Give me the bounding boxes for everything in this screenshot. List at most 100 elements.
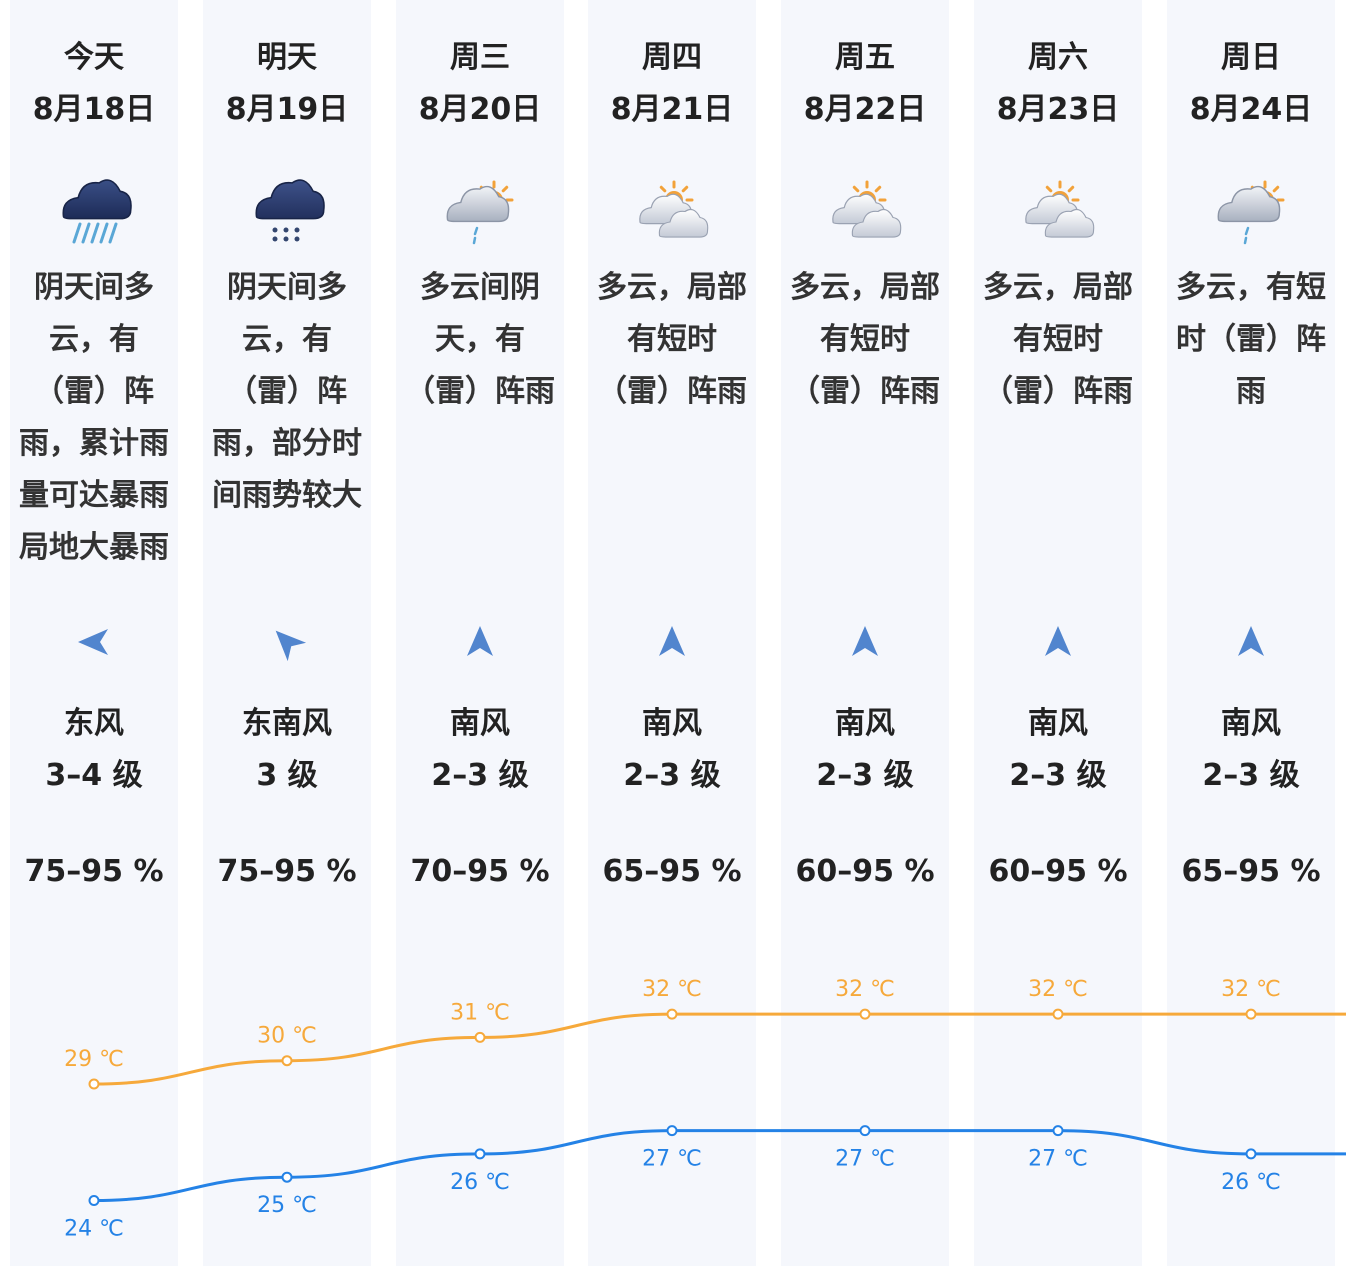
weather-description-line: 有短时: [820, 322, 910, 357]
wind-direction: 南风: [835, 706, 895, 741]
high-temp-point: [859, 1008, 871, 1020]
wind-level: 3 级: [256, 758, 318, 793]
forecast-day-column: 周三 8月20日 多云间阴 天，有 （雷）阵雨 南风 2–3 级 70–95 %: [396, 0, 564, 1266]
low-temp-point: [1245, 1148, 1257, 1160]
high-temp-label: 32 ℃: [1221, 977, 1281, 1002]
arrow-north-icon: [1231, 622, 1271, 662]
wind-level: 2–3 级: [816, 758, 914, 793]
humidity: 75–95 %: [217, 854, 357, 889]
weather-description: 阴天间多 云，有 （雷）阵 雨，累计雨 量可达暴雨 局地大暴雨: [12, 262, 176, 574]
low-temp-point: [474, 1148, 486, 1160]
high-temp-label: 31 ℃: [450, 1000, 510, 1025]
day-label: 周日: [1221, 40, 1281, 75]
day-label: 周三: [450, 40, 510, 75]
wind-level: 2–3 级: [431, 758, 529, 793]
high-temp-label: 29 ℃: [64, 1047, 124, 1072]
forecast-day-column: 明天 8月19日 阴天间多 云，有 （雷）阵 雨，部分时 间雨势较大 东南风 3 级 75–9…: [203, 0, 371, 1266]
date-label: 8月20日: [418, 92, 542, 127]
wind-level: 2–3 级: [1009, 758, 1107, 793]
day-label: 周四: [642, 40, 702, 75]
low-temp-label: 27 ℃: [1028, 1147, 1088, 1172]
weather-description-line: 有短时: [1013, 322, 1103, 357]
forecast-day-column: 周四 8月21日 多云，局部 有短时 （雷）阵雨 南风 2–3 级 65–95 %: [588, 0, 756, 1266]
weather-description: 多云，局部有短时 （雷）阵雨: [590, 262, 754, 418]
humidity: 60–95 %: [795, 854, 935, 889]
weather-description: 多云，局部有短时 （雷）阵雨: [976, 262, 1140, 418]
humidity: 75–95 %: [24, 854, 164, 889]
weather-description-line: （雷）阵雨: [983, 374, 1133, 409]
high-temp-label: 32 ℃: [835, 977, 895, 1002]
weather-description-line: 雨，部分时: [212, 426, 362, 461]
day-label: 今天: [64, 40, 124, 75]
day-label: 周五: [835, 40, 895, 75]
low-temp-label: 26 ℃: [1221, 1170, 1281, 1195]
forecast-day-column: 周五 8月22日 多云，局部 有短时 （雷）阵雨 南风 2–3 级 60–95 %: [781, 0, 949, 1266]
arrow-west-icon: [74, 622, 114, 662]
humidity: 60–95 %: [988, 854, 1128, 889]
arrow-north-icon: [652, 622, 692, 662]
date-label: 8月21日: [610, 92, 734, 127]
humidity: 65–95 %: [1181, 854, 1321, 889]
humidity: 70–95 %: [410, 854, 550, 889]
high-temp-label: 32 ℃: [1028, 977, 1088, 1002]
weather-description-line: 多云，局部: [597, 270, 747, 305]
weather-description-line: （雷）阵雨: [790, 374, 940, 409]
weather-description-line: 间雨势较大: [212, 478, 362, 513]
weather-description-line: 雨，累计雨: [19, 426, 169, 461]
high-temp-point: [666, 1008, 678, 1020]
wind-direction: 南风: [450, 706, 510, 741]
wind-direction: 东南风: [242, 706, 332, 741]
day-label: 周六: [1028, 40, 1088, 75]
arrow-north-icon: [1038, 622, 1078, 662]
weather-description-line: 时（雷）阵: [1176, 322, 1326, 357]
partly-cloudy-icon: [636, 178, 710, 250]
high-temp-point: [1052, 1008, 1064, 1020]
low-temp-point: [666, 1125, 678, 1137]
day-label: 明天: [257, 40, 317, 75]
low-temp-label: 27 ℃: [835, 1147, 895, 1172]
high-temp-point: [1245, 1008, 1257, 1020]
partly-cloudy-shower-icon: [1215, 178, 1289, 250]
date-label: 8月24日: [1189, 92, 1313, 127]
low-temp-label: 27 ℃: [642, 1147, 702, 1172]
high-temp-point: [281, 1055, 293, 1067]
low-temp-line: [93, 1129, 1346, 1202]
low-temp-point: [1052, 1125, 1064, 1137]
date-label: 8月19日: [225, 92, 349, 127]
arrow-northwest-icon: [267, 622, 307, 662]
weather-description-line: 云，有: [49, 322, 139, 357]
date-label: 8月18日: [32, 92, 156, 127]
low-temp-point: [859, 1125, 871, 1137]
partly-cloudy-shower-icon: [444, 178, 518, 250]
weather-description: 阴天间多 云，有 （雷）阵 雨，部分时 间雨势较大: [205, 262, 369, 522]
partly-cloudy-icon: [829, 178, 903, 250]
wind-direction: 东风: [64, 706, 124, 741]
weather-description-line: 阴天间多: [227, 270, 347, 305]
high-temp-label: 30 ℃: [257, 1024, 317, 1049]
weather-description-line: 有短时: [627, 322, 717, 357]
weather-description-line: 天，有: [435, 322, 525, 357]
humidity: 65–95 %: [602, 854, 742, 889]
wind-direction: 南风: [1028, 706, 1088, 741]
date-label: 8月23日: [996, 92, 1120, 127]
low-temp-point: [281, 1171, 293, 1183]
weather-description-line: （雷）阵: [34, 374, 154, 409]
arrow-north-icon: [460, 622, 500, 662]
weather-description: 多云，局部有短时 （雷）阵雨: [783, 262, 947, 418]
weather-description-line: 量可达暴雨: [19, 478, 169, 513]
low-temp-point: [88, 1195, 100, 1206]
weather-description-line: 阴天间多: [34, 270, 154, 305]
arrow-north-icon: [845, 622, 885, 662]
high-temp-point: [474, 1031, 486, 1043]
high-temp-label: 32 ℃: [642, 977, 702, 1002]
weather-description-line: （雷）阵雨: [405, 374, 555, 409]
high-temp-point: [88, 1078, 100, 1090]
forecast-day-column: 周六 8月23日 多云，局部有短时 （雷）阵雨 南风 2–3 级 60–95 %: [974, 0, 1142, 1266]
wind-level: 2–3 级: [623, 758, 721, 793]
rain-icon: [251, 178, 325, 250]
weather-description-line: 多云，局部: [790, 270, 940, 305]
weather-description-line: 多云，局部: [983, 270, 1133, 305]
wind-level: 2–3 级: [1202, 758, 1300, 793]
weather-description-line: （雷）阵雨: [597, 374, 747, 409]
